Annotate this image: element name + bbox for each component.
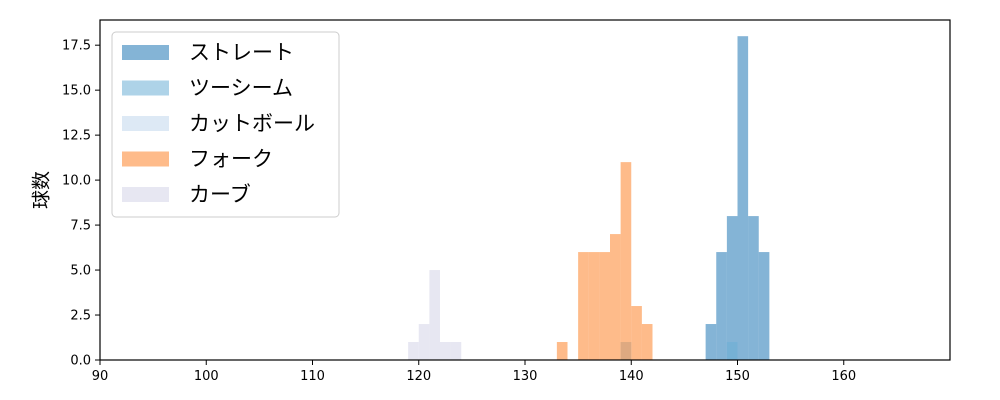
y-axis: 0.0 2.5 5.0 7.5 10.0 12.5 15.0 17.5 bbox=[62, 39, 100, 369]
legend-swatch-4 bbox=[122, 187, 169, 202]
bar-0-3 bbox=[737, 36, 749, 360]
bar-4-2 bbox=[429, 270, 440, 360]
x-tick-label-1: 100 bbox=[194, 369, 219, 384]
bar-3-7 bbox=[641, 324, 653, 360]
bar-4-0 bbox=[408, 342, 419, 360]
y-tick-label-3: 7.5 bbox=[70, 219, 91, 234]
histogram-bars bbox=[408, 36, 770, 360]
legend-label-1: ツーシーム bbox=[189, 76, 293, 100]
bar-3-4 bbox=[610, 234, 621, 360]
bar-3-6 bbox=[631, 306, 642, 360]
legend-label-0: ストレート bbox=[189, 41, 294, 65]
bar-3-1 bbox=[578, 252, 589, 360]
bar-3-5 bbox=[620, 162, 632, 360]
bar-1-1 bbox=[726, 342, 738, 360]
bar-4-4 bbox=[450, 342, 462, 360]
x-tick-label-4: 130 bbox=[513, 369, 538, 384]
x-tick-label-6: 150 bbox=[725, 369, 750, 384]
legend-swatch-2 bbox=[122, 116, 169, 131]
y-tick-label-5: 12.5 bbox=[62, 129, 91, 144]
bar-3-2 bbox=[588, 252, 600, 360]
x-tick-label-2: 110 bbox=[300, 369, 325, 384]
legend-label-2: カットボール bbox=[189, 112, 315, 136]
legend-label-3: フォーク bbox=[189, 147, 273, 171]
y-tick-label-4: 10.0 bbox=[62, 174, 91, 189]
legend-swatch-0 bbox=[122, 45, 169, 60]
x-tick-label-5: 140 bbox=[619, 369, 644, 384]
y-tick-label-0: 0.0 bbox=[70, 354, 91, 369]
y-axis-title: 球数 bbox=[31, 171, 53, 209]
x-tick-label-0: 90 bbox=[92, 369, 109, 384]
bar-0-0 bbox=[705, 324, 717, 360]
x-tick-label-3: 120 bbox=[406, 369, 431, 384]
bar-4-3 bbox=[440, 342, 451, 360]
x-tick-label-7: 160 bbox=[831, 369, 856, 384]
legend-label-4: カーブ bbox=[189, 183, 251, 207]
bar-0-4 bbox=[748, 216, 759, 360]
bar-4-1 bbox=[418, 324, 430, 360]
bar-0-1 bbox=[716, 252, 727, 360]
legend-swatch-3 bbox=[122, 151, 169, 167]
y-tick-label-7: 17.5 bbox=[62, 39, 91, 54]
y-tick-label-6: 15.0 bbox=[62, 84, 91, 99]
legend-swatch-1 bbox=[122, 80, 169, 96]
y-tick-label-1: 2.5 bbox=[70, 309, 91, 324]
bar-3-0 bbox=[556, 342, 568, 360]
bar-3-3 bbox=[599, 252, 610, 360]
bar-0-5 bbox=[758, 252, 770, 360]
y-tick-label-2: 5.0 bbox=[70, 264, 91, 279]
x-axis: 90 100 110 120 130 140 150 160 bbox=[92, 360, 856, 384]
bar-0-2 bbox=[726, 216, 738, 360]
legend-box bbox=[111, 31, 340, 218]
